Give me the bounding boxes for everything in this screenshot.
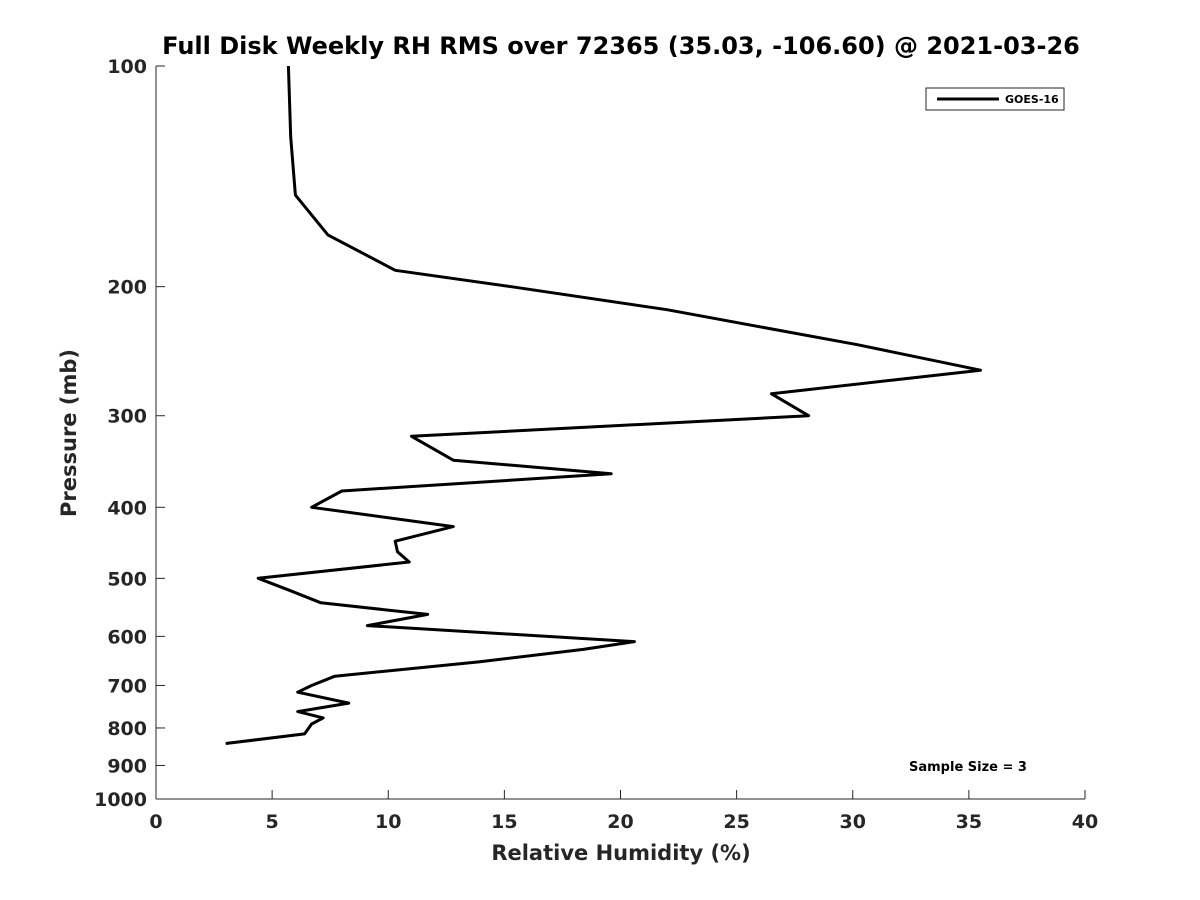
legend-label: GOES-16 [1005, 93, 1059, 106]
series-line-goes-16 [225, 65, 982, 745]
y-tick-label: 400 [107, 497, 147, 519]
y-tick-label: 600 [107, 626, 147, 648]
y-tick-label: 1000 [94, 789, 147, 811]
y-tick-label: 700 [107, 675, 147, 697]
x-tick-label: 40 [1072, 811, 1098, 833]
y-tick-label: 900 [107, 755, 147, 777]
chart-title: Full Disk Weekly RH RMS over 72365 (35.0… [162, 32, 1080, 60]
series [225, 65, 982, 745]
y-tick-label: 800 [107, 718, 147, 740]
x-tick-label: 20 [607, 811, 633, 833]
legend: GOES-16 [925, 87, 1065, 111]
x-axis-label: Relative Humidity (%) [491, 841, 750, 865]
y-tick-label: 100 [107, 56, 147, 78]
y-tick-label: 200 [107, 277, 147, 299]
x-tick-label: 10 [375, 811, 401, 833]
y-tick-label: 300 [107, 406, 147, 428]
x-tick-label: 35 [956, 811, 982, 833]
sample-size-annotation: Sample Size = 3 [909, 760, 1027, 775]
x-tick-label: 25 [723, 811, 749, 833]
x-tick-label: 5 [266, 811, 279, 833]
x-tick-label: 30 [840, 811, 866, 833]
y-axis-label: Pressure (mb) [57, 349, 81, 517]
y-tick-label: 500 [107, 568, 147, 590]
x-tick-label: 0 [149, 811, 162, 833]
x-tick-label: 15 [491, 811, 517, 833]
ticks: 0 5 10 15 20 25 30 35 40 100 200 300 400 500 600 700 800… [94, 56, 1098, 833]
